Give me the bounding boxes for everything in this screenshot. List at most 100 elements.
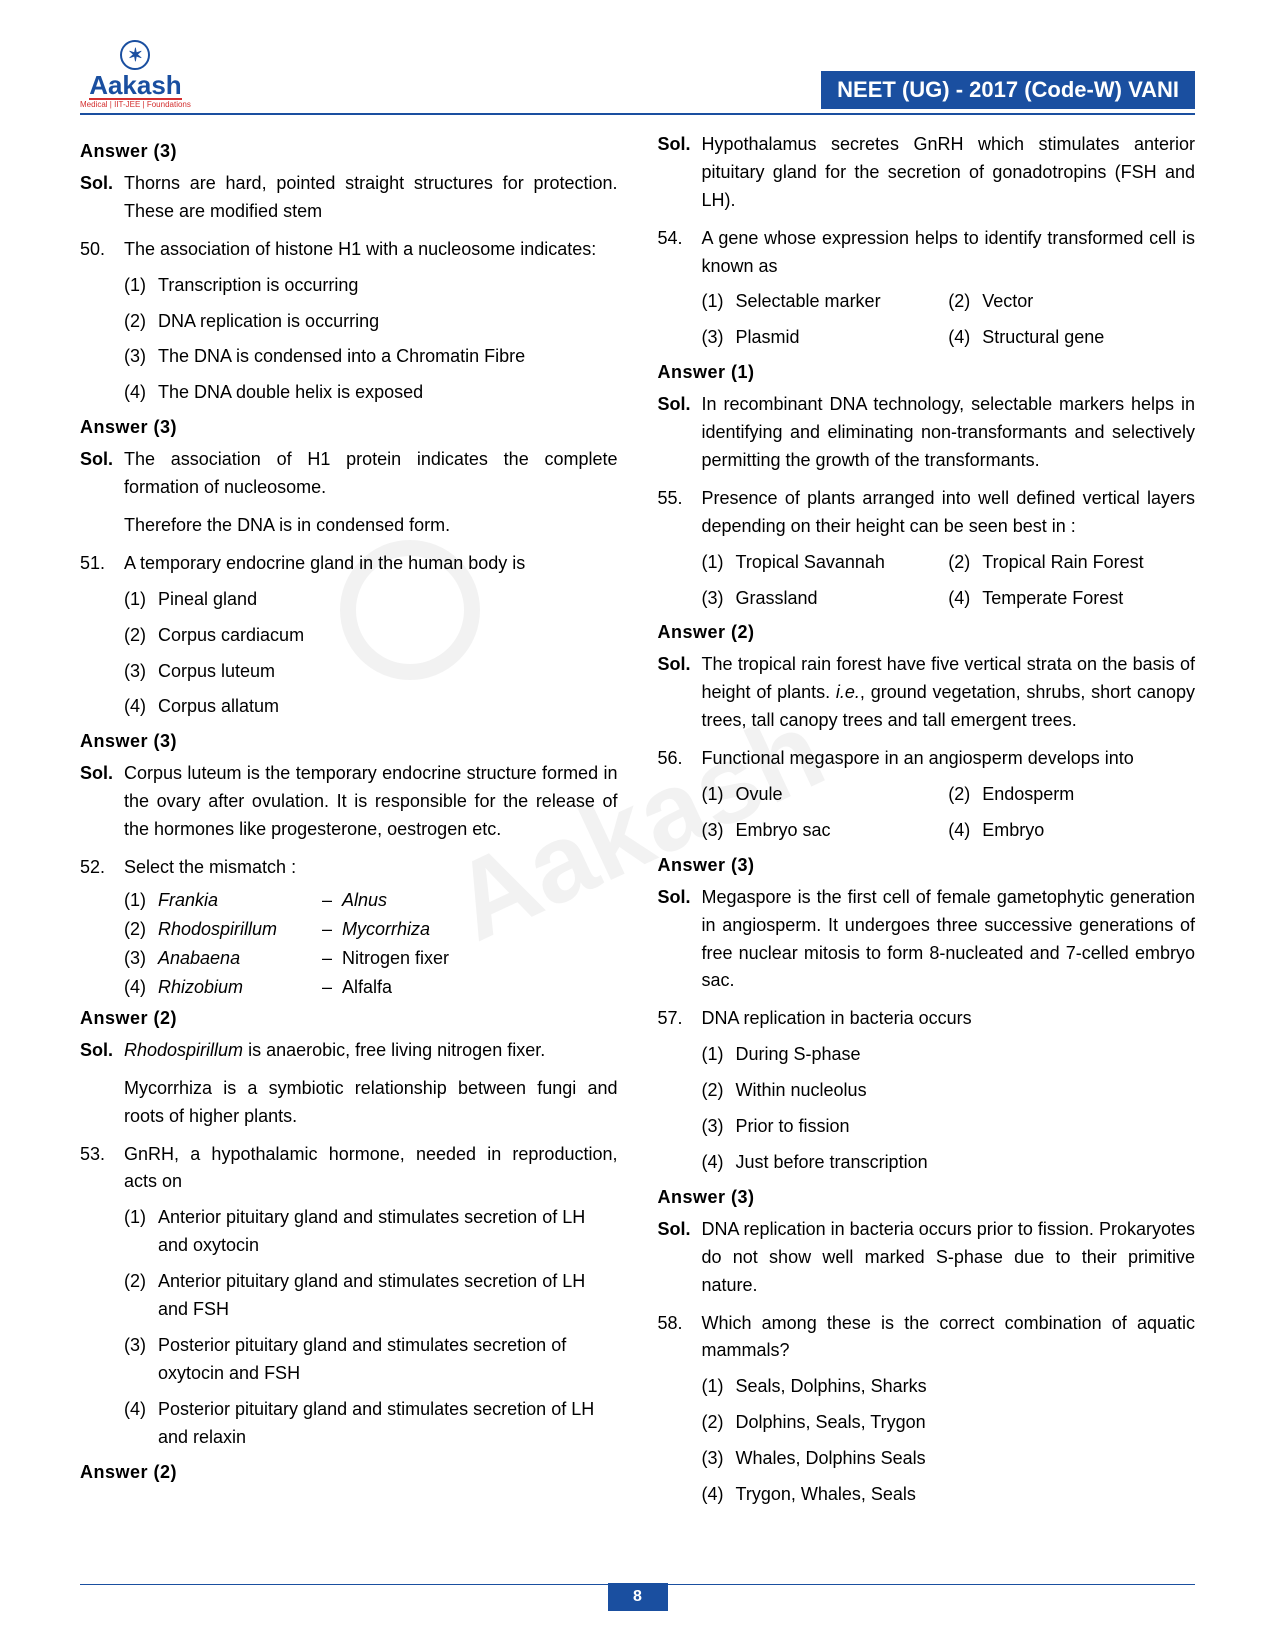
- options-54: (1)Selectable marker (2)Vector (3)Plasmi…: [702, 288, 1196, 352]
- opt-num: (3): [124, 343, 158, 371]
- match-a: Frankia: [158, 890, 312, 911]
- match-b: Alfalfa: [342, 977, 618, 998]
- opt-text: Tropical Rain Forest: [982, 549, 1195, 577]
- question-56: 56. Functional megaspore in an angiosper…: [658, 745, 1196, 773]
- solution-52: Sol. Rhodospirillum is anaerobic, free l…: [80, 1037, 618, 1065]
- opt-num: (2): [124, 919, 158, 940]
- sol-label: Sol.: [658, 884, 702, 996]
- opt-text: Trygon, Whales, Seals: [736, 1481, 1196, 1509]
- opt-text: Embryo sac: [736, 817, 949, 845]
- opt-num: (3): [124, 1332, 158, 1388]
- sol-label: Sol.: [658, 131, 702, 215]
- q-num: 50.: [80, 236, 124, 264]
- q-num: 58.: [658, 1310, 702, 1366]
- options-53: (1)Anterior pituitary gland and stimulat…: [124, 1204, 618, 1451]
- match-b: Nitrogen fixer: [342, 948, 618, 969]
- opt-text: Anterior pituitary gland and stimulates …: [158, 1268, 618, 1324]
- q-num: 54.: [658, 225, 702, 281]
- dash: –: [312, 977, 342, 998]
- opt-text: Posterior pituitary gland and stimulates…: [158, 1332, 618, 1388]
- options-52: (1)Frankia–Alnus (2)Rhodospirillum–Mycor…: [124, 890, 618, 998]
- question-52: 52. Select the mismatch :: [80, 854, 618, 882]
- question-51: 51. A temporary endocrine gland in the h…: [80, 550, 618, 578]
- sol-label: Sol.: [80, 1037, 124, 1065]
- logo-subtitle: Medical | IIT-JEE | Foundations: [80, 100, 191, 109]
- sol-text: The association of H1 protein indicates …: [124, 446, 618, 502]
- opt-num: (2): [124, 308, 158, 336]
- opt-num: (3): [702, 1445, 736, 1473]
- sol-text: Corpus luteum is the temporary endocrine…: [124, 760, 618, 844]
- opt-num: (1): [124, 1204, 158, 1260]
- dash: –: [312, 919, 342, 940]
- question-53: 53. GnRH, a hypothalamic hormone, needed…: [80, 1141, 618, 1197]
- opt-num: (2): [124, 622, 158, 650]
- q-text: DNA replication in bacteria occurs: [702, 1005, 1196, 1033]
- opt-text: Prior to fission: [736, 1113, 1196, 1141]
- q-text: Select the mismatch :: [124, 854, 618, 882]
- solution-54: Sol. In recombinant DNA technology, sele…: [658, 391, 1196, 475]
- dash: –: [312, 948, 342, 969]
- answer-54: Answer (1): [658, 362, 1196, 383]
- sol-label: Sol.: [658, 391, 702, 475]
- opt-num: (2): [948, 288, 982, 316]
- sol-label: Sol.: [658, 651, 702, 735]
- dash: –: [312, 890, 342, 911]
- opt-num: (4): [124, 1396, 158, 1452]
- options-57: (1)During S-phase (2)Within nucleolus (3…: [702, 1041, 1196, 1177]
- q-text: Which among these is the correct combina…: [702, 1310, 1196, 1366]
- opt-text: Corpus cardiacum: [158, 622, 618, 650]
- opt-num: (1): [702, 781, 736, 809]
- question-50: 50. The association of histone H1 with a…: [80, 236, 618, 264]
- opt-num: (2): [948, 549, 982, 577]
- answer-53: Answer (2): [80, 1462, 618, 1483]
- sol-text: DNA replication in bacteria occurs prior…: [702, 1216, 1196, 1300]
- opt-text: Selectable marker: [736, 288, 949, 316]
- opt-text: Structural gene: [982, 324, 1195, 352]
- sol-italic: i.e.: [836, 682, 860, 702]
- q-text: Functional megaspore in an angiosperm de…: [702, 745, 1196, 773]
- answer-57: Answer (3): [658, 1187, 1196, 1208]
- opt-text: Posterior pituitary gland and stimulates…: [158, 1396, 618, 1452]
- match-a: Anabaena: [158, 948, 312, 969]
- opt-num: (4): [124, 693, 158, 721]
- opt-text: Plasmid: [736, 324, 949, 352]
- question-58: 58. Which among these is the correct com…: [658, 1310, 1196, 1366]
- question-55: 55. Presence of plants arranged into wel…: [658, 485, 1196, 541]
- solution-57: Sol. DNA replication in bacteria occurs …: [658, 1216, 1196, 1300]
- opt-num: (1): [702, 1373, 736, 1401]
- logo-name: Aakash: [89, 72, 182, 100]
- answer-56: Answer (3): [658, 855, 1196, 876]
- solution-49: Sol. Thorns are hard, pointed straight s…: [80, 170, 618, 226]
- opt-text: Corpus luteum: [158, 658, 618, 686]
- q-num: 56.: [658, 745, 702, 773]
- opt-num: (1): [702, 1041, 736, 1069]
- solution-55: Sol. The tropical rain forest have five …: [658, 651, 1196, 735]
- q-text: GnRH, a hypothalamic hormone, needed in …: [124, 1141, 618, 1197]
- q-num: 53.: [80, 1141, 124, 1197]
- opt-text: DNA replication is occurring: [158, 308, 618, 336]
- page-header: ✶ Aakash Medical | IIT-JEE | Foundations…: [80, 40, 1195, 115]
- page-footer: 8: [80, 1584, 1195, 1611]
- opt-num: (3): [124, 948, 158, 969]
- sol-text: Thorns are hard, pointed straight struct…: [124, 170, 618, 226]
- opt-num: (3): [702, 585, 736, 613]
- opt-text: Temperate Forest: [982, 585, 1195, 613]
- opt-num: (1): [124, 272, 158, 300]
- match-b: Alnus: [342, 890, 618, 911]
- opt-num: (3): [702, 324, 736, 352]
- answer-55: Answer (2): [658, 622, 1196, 643]
- question-57: 57. DNA replication in bacteria occurs: [658, 1005, 1196, 1033]
- sol-label: Sol.: [80, 446, 124, 502]
- opt-text: Seals, Dolphins, Sharks: [736, 1373, 1196, 1401]
- opt-text: Corpus allatum: [158, 693, 618, 721]
- opt-num: (3): [702, 1113, 736, 1141]
- opt-num: (2): [702, 1077, 736, 1105]
- opt-text: Vector: [982, 288, 1195, 316]
- right-column: Sol. Hypothalamus secretes GnRH which st…: [658, 131, 1196, 1517]
- opt-num: (1): [702, 549, 736, 577]
- sol-text: The tropical rain forest have five verti…: [702, 651, 1196, 735]
- opt-text: Whales, Dolphins Seals: [736, 1445, 1196, 1473]
- opt-text: Tropical Savannah: [736, 549, 949, 577]
- opt-text: Ovule: [736, 781, 949, 809]
- sol-rest: is anaerobic, free living nitrogen fixer…: [243, 1040, 545, 1060]
